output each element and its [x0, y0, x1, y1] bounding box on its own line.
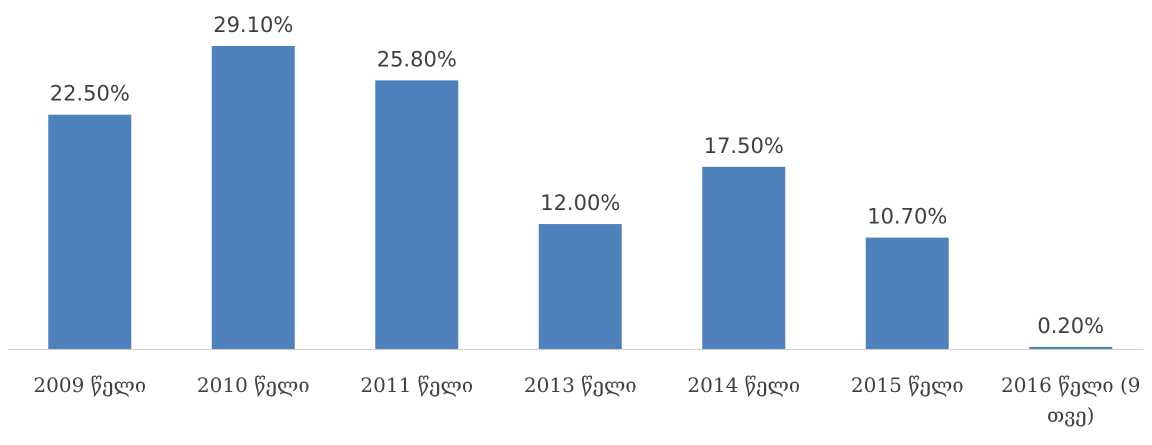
- bar: [211, 46, 295, 349]
- value-label: 0.20%: [1037, 314, 1104, 338]
- value-label: 10.70%: [867, 205, 947, 229]
- x-tick-label: 2016 წელი (9 თვე): [1000, 373, 1141, 427]
- x-tick-label: 2014 წელი: [687, 373, 801, 397]
- bar: [48, 114, 132, 349]
- x-tick-label: 2015 წელი: [850, 373, 964, 397]
- bar: [702, 166, 786, 349]
- x-tick-label: 2009 წელი: [33, 373, 147, 397]
- bar: [538, 224, 622, 349]
- x-tick-label: 2013 წელი: [523, 373, 637, 397]
- bar: [1029, 346, 1113, 349]
- bar: [865, 237, 949, 349]
- value-label: 17.50%: [704, 134, 784, 158]
- value-label: 22.50%: [50, 82, 130, 106]
- value-label: 29.10%: [213, 13, 293, 37]
- value-label: 12.00%: [540, 191, 620, 215]
- value-label: 25.80%: [377, 47, 457, 71]
- bar: [375, 80, 459, 349]
- x-tick-label: 2010 წელი: [196, 373, 310, 397]
- x-tick-label: 2011 წელი: [360, 373, 474, 397]
